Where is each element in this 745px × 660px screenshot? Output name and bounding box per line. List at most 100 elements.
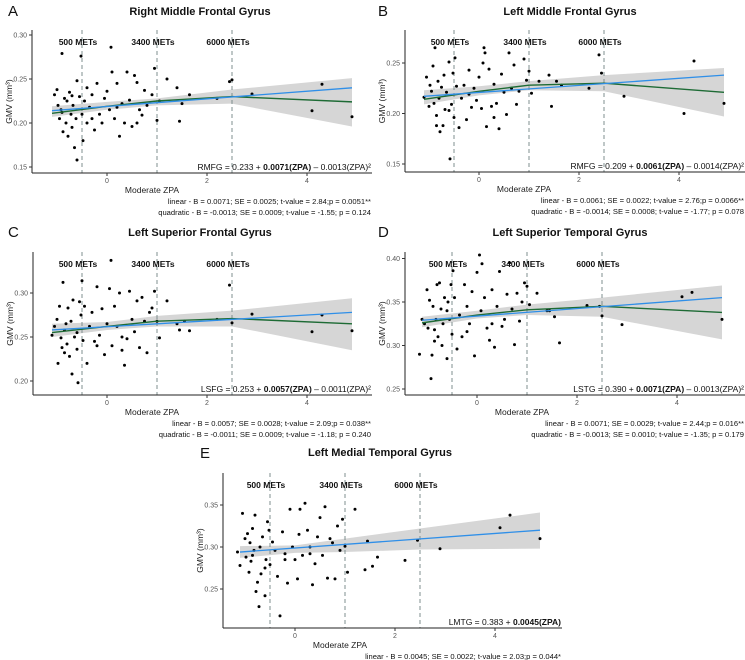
data-point — [441, 124, 445, 128]
data-point — [482, 46, 486, 50]
data-point — [497, 127, 501, 131]
data-point — [61, 280, 65, 284]
data-point — [435, 114, 438, 117]
data-point — [100, 307, 104, 311]
y-tick-label: 0.35 — [386, 300, 400, 307]
data-point — [109, 258, 113, 262]
data-point — [443, 108, 447, 111]
data-point — [76, 381, 80, 385]
data-point — [403, 558, 407, 562]
equation-part: 0.0045(ZPA) — [513, 617, 561, 627]
data-point — [93, 339, 96, 343]
data-point — [278, 614, 282, 618]
x-tick-label: 0 — [105, 178, 109, 185]
data-point — [480, 262, 484, 266]
data-point — [80, 279, 84, 283]
data-point — [600, 71, 603, 75]
data-point — [555, 79, 558, 83]
data-point — [527, 69, 531, 73]
data-point — [55, 317, 59, 321]
data-point — [264, 558, 268, 562]
regression-equation: LMTG = 0.383 + 0.0045(ZPA) — [449, 617, 561, 627]
data-point — [310, 330, 314, 334]
data-point — [108, 287, 111, 291]
confidence-band — [52, 298, 352, 351]
met-threshold-label: 6000 METs — [578, 37, 622, 47]
panel-title: Left Superior Frontal Gyrus — [128, 227, 272, 239]
data-point — [85, 361, 89, 365]
linear-fit-line — [239, 529, 541, 553]
data-point — [109, 45, 113, 49]
data-point — [500, 324, 504, 328]
data-point — [83, 304, 86, 308]
data-point — [483, 296, 486, 300]
data-point — [428, 83, 432, 87]
data-point — [80, 112, 84, 116]
data-point — [426, 326, 430, 330]
met-threshold-label: 500 METs — [59, 37, 98, 47]
data-point — [453, 56, 457, 60]
panel-letter: D — [378, 224, 389, 241]
data-point — [490, 322, 494, 326]
data-point — [228, 80, 231, 84]
x-tick-label: 2 — [205, 400, 209, 407]
data-point — [118, 291, 121, 295]
data-point — [75, 331, 79, 335]
data-point — [63, 96, 66, 100]
data-point — [71, 298, 75, 302]
data-point — [366, 539, 369, 543]
data-point — [597, 53, 601, 57]
data-point — [253, 513, 257, 517]
data-point — [338, 548, 342, 552]
equation-part: 0.0071(ZPA) — [636, 384, 684, 394]
y-tick-label: 0.20 — [14, 379, 28, 386]
y-tick-label: 0.35 — [204, 503, 218, 510]
data-point — [135, 299, 139, 303]
data-point — [71, 103, 75, 107]
data-point — [98, 333, 101, 337]
data-point — [455, 347, 459, 351]
data-point — [449, 283, 453, 287]
data-point — [165, 299, 169, 303]
data-point — [438, 130, 442, 134]
met-threshold-label: 500 METs — [247, 480, 286, 490]
data-point — [118, 134, 121, 138]
y-axis-label: GMV (mm³) — [4, 79, 14, 124]
data-point — [452, 116, 456, 119]
panel-c: C Left Superior Frontal Gyrus 500 METs 3400… — [5, 224, 372, 439]
data-point — [692, 59, 696, 63]
regression-stats: quadratic - B = -0.0013; SE = 0.0010; t-… — [531, 430, 744, 439]
data-point — [453, 296, 456, 300]
data-point — [283, 552, 287, 556]
data-point — [587, 86, 591, 90]
quadratic-fit-line — [51, 317, 353, 334]
data-point — [74, 117, 78, 121]
data-point — [313, 562, 317, 566]
x-axis-label: Moderate ZPA — [125, 407, 180, 417]
data-point — [251, 527, 254, 530]
data-point — [321, 553, 324, 557]
data-point — [297, 532, 301, 536]
data-point — [238, 564, 242, 567]
data-point — [175, 86, 179, 90]
panel-d: D Left Superior Temporal Gyrus 500 METs 340… — [377, 224, 745, 439]
data-point — [125, 337, 129, 341]
data-point — [79, 54, 83, 58]
equation-part: – 0.0013(ZPA)² — [311, 162, 371, 172]
data-point — [457, 126, 461, 130]
data-point — [68, 354, 71, 358]
data-point — [249, 559, 253, 563]
data-point — [267, 528, 271, 532]
y-tick-label: 0.25 — [14, 335, 28, 342]
data-point — [450, 332, 454, 336]
data-point — [445, 357, 449, 361]
data-point — [81, 339, 85, 342]
data-point — [435, 283, 439, 287]
data-point — [64, 121, 68, 125]
regression-equation: LSTG = 0.390 + 0.0071(ZPA) – 0.0013(ZPA)… — [573, 384, 744, 394]
data-point — [425, 75, 428, 79]
data-point — [485, 326, 489, 330]
panel-b: B Left Middle Frontal Gyrus 500 METs 3400 M… — [377, 3, 745, 216]
data-point — [507, 51, 511, 55]
data-point — [283, 558, 287, 562]
